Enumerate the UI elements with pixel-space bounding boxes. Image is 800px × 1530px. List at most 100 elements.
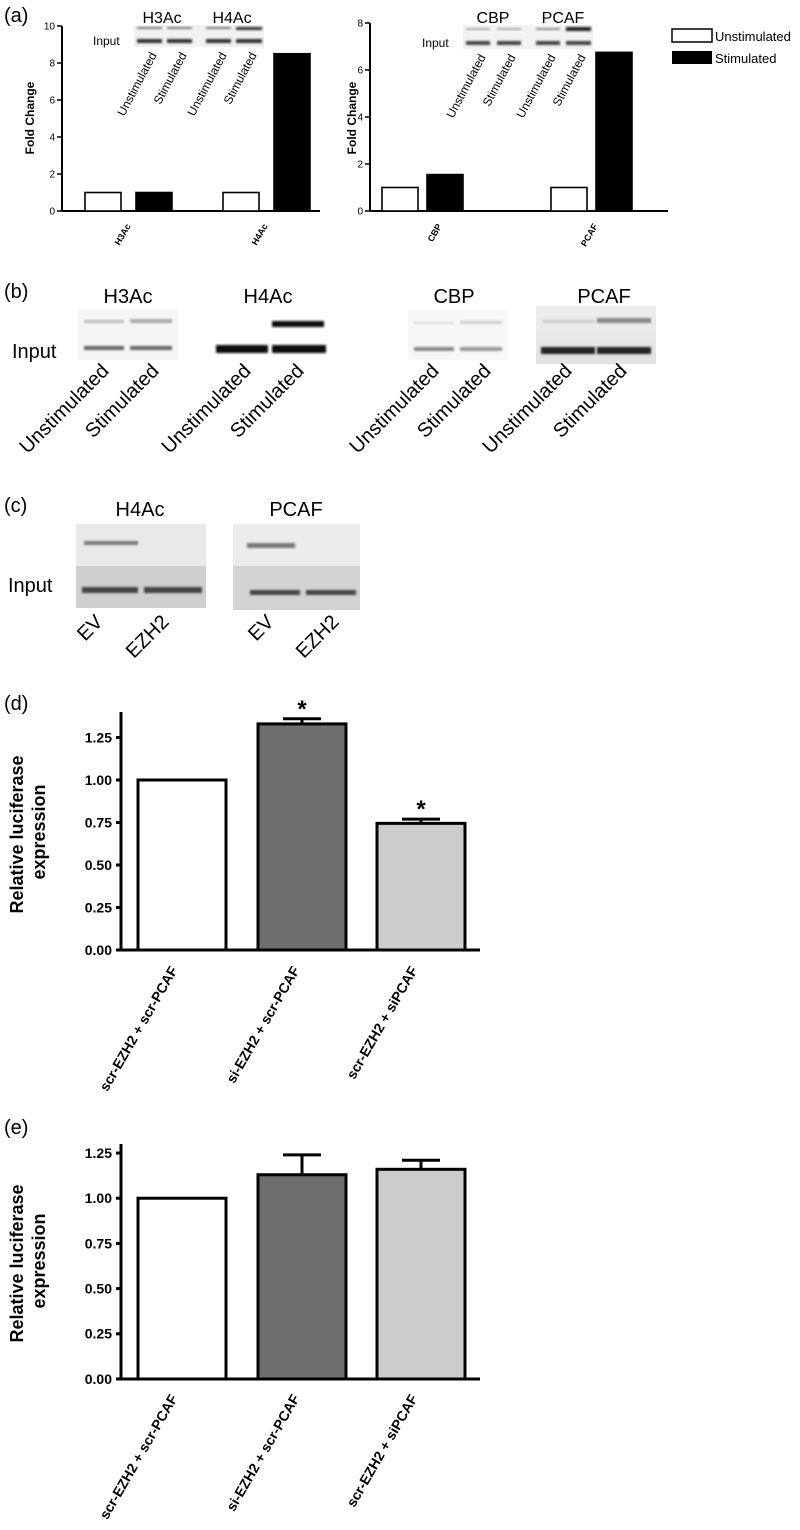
gel-lane-label: EV: [73, 611, 108, 646]
y-tick-label: 0.50: [85, 1281, 112, 1297]
gel-band: [414, 347, 454, 351]
gel-header-pcaf: PCAF: [269, 499, 322, 521]
legend-swatch-unstimulated: [671, 28, 713, 43]
gel-lane-label: Unstimulated: [345, 360, 443, 458]
gel-band: [216, 345, 268, 353]
gel-inset-a-right: CBP PCAF Input Unstimulated Stimulated U…: [422, 10, 593, 120]
gel-panel-c: H4Ac PCAF Input EV EZH2 EV EZH2: [8, 499, 360, 663]
gel-blot: [134, 25, 264, 47]
bar-3: [375, 821, 467, 952]
significance-asterisk: *: [416, 796, 426, 823]
bar-stimulated-h4ac: [273, 52, 311, 212]
y-tick-label: 0.25: [85, 899, 112, 915]
gel-blot: [233, 566, 360, 610]
gel-band: [130, 319, 172, 323]
gel-band: [272, 321, 324, 327]
panel-label-e: (e): [4, 1117, 28, 1139]
bar-stimulated-pcaf: [595, 51, 633, 212]
gel-lane-label: EZH2: [292, 611, 344, 663]
gel-lane-label: Unstimulated: [157, 360, 255, 458]
gel-band: [466, 28, 490, 30]
gel-row-label-input: Input: [12, 341, 57, 363]
bar-2: [256, 722, 348, 952]
bar-unstimulated-pcaf: [550, 186, 588, 212]
x-tick-label-h3ac: H3Ac: [113, 222, 133, 247]
gel-band: [566, 41, 591, 45]
gel-band: [536, 41, 560, 45]
gel-lane-label: Unstimulated: [443, 52, 488, 120]
gel-band: [543, 320, 595, 323]
panel-label-c: (c): [4, 495, 27, 517]
panel-label-d: (d): [4, 693, 28, 715]
gel-band: [206, 27, 231, 29]
bar-2: [256, 1173, 348, 1381]
gel-band: [236, 39, 262, 43]
chart-a-left: 0 2 4 6 8 10 Fold Change H3Ac H4Ac: [23, 22, 320, 247]
gel-lane-label: Unstimulated: [184, 50, 229, 118]
y-axis-label-line2: expression: [29, 1213, 49, 1308]
gel-band: [137, 27, 162, 29]
gel-band: [144, 587, 202, 593]
x-tick-label: scr-EZH2 + siPCAF: [343, 963, 421, 1082]
gel-band: [566, 27, 591, 31]
gel-band: [541, 347, 595, 354]
y-tick-label: 0.00: [85, 942, 112, 958]
chart-e: 0.00 0.25 0.50 0.75 1.00 1.25 scr-EZH2 + scr-…: [7, 1144, 480, 1522]
gel-blot: [78, 310, 178, 360]
y-axis-label-line1: Relative luciferase: [7, 755, 27, 913]
y-tick-label: 1.25: [85, 1145, 112, 1161]
y-axis-label-line2: expression: [29, 784, 49, 879]
gel-band: [460, 347, 502, 351]
gel-lane-label: Unstimulated: [114, 50, 159, 118]
gel-lane-label: Unstimulated: [513, 52, 558, 120]
y-tick-label: 1.25: [85, 729, 112, 745]
bar-stimulated-cbp: [426, 173, 464, 212]
y-axis-label: Fold Change: [23, 81, 37, 154]
gel-band: [597, 347, 651, 354]
gel-header-h4ac: H4Ac: [212, 10, 251, 27]
y-tick-label: 0.50: [85, 857, 112, 873]
y-tick-label: 6: [49, 96, 55, 107]
y-tick-label: 2: [49, 170, 55, 181]
x-tick-label: scr-EZH2 + siPCAF: [343, 1391, 421, 1510]
gel-band: [536, 28, 560, 30]
legend-label-unstimulated: Unstimulated: [715, 29, 791, 44]
y-axis-label: Relative luciferase expression: [7, 1179, 49, 1342]
gel-band: [206, 39, 231, 43]
gel-band: [84, 346, 124, 350]
gel-header-h3ac: H3Ac: [142, 10, 181, 27]
gel-header-cbp: CBP: [477, 10, 510, 27]
gel-row-label-input: Input: [422, 36, 449, 50]
gel-panel-b: H3Ac H4Ac CBP PCAF Input Unstimulated St…: [12, 286, 656, 458]
gel-band: [82, 587, 138, 593]
y-tick-label: 0: [49, 207, 55, 218]
x-tick-label-pcaf: PCAF: [579, 222, 600, 249]
bar-1: [136, 1196, 228, 1381]
gel-band: [84, 320, 124, 323]
x-tick-label: scr-EZH2 + scr-PCAF: [96, 963, 181, 1094]
gel-band: [460, 321, 502, 324]
gel-row-label-input: Input: [8, 575, 53, 597]
gel-band: [130, 346, 172, 350]
gel-band: [466, 41, 490, 45]
gel-blot: [536, 306, 656, 364]
gel-band: [272, 345, 326, 353]
bar-unstimulated-h4ac: [222, 191, 260, 212]
y-tick-label: 1.00: [85, 1190, 112, 1206]
legend-label-stimulated: Stimulated: [715, 51, 776, 66]
gel-header-h3ac: H3Ac: [104, 286, 153, 308]
y-tick-label: 0.75: [85, 814, 112, 830]
gel-band: [497, 41, 521, 45]
x-tick-label: scr-EZH2 + scr-PCAF: [96, 1391, 181, 1522]
y-tick-label: 8: [357, 19, 363, 30]
x-tick-label: si-EZH2 + scr-PCAF: [223, 1391, 303, 1514]
gel-band: [167, 39, 192, 43]
gel-band: [250, 590, 300, 595]
y-tick-label: 0.25: [85, 1326, 112, 1342]
gel-band: [247, 543, 295, 548]
gel-lane-label: EV: [244, 611, 279, 646]
gel-band: [84, 541, 138, 545]
y-tick-label: 10: [44, 22, 56, 33]
y-tick-label: 8: [49, 59, 55, 70]
